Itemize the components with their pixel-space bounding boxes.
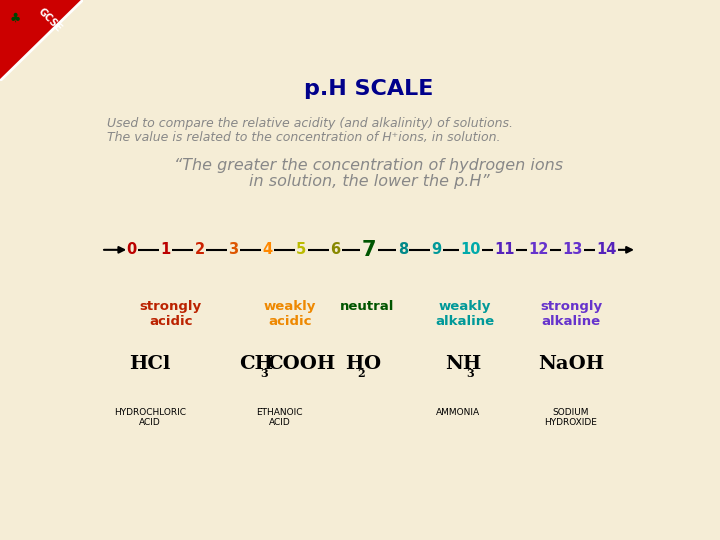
Text: Used to compare the relative acidity (and alkalinity) of solutions.: Used to compare the relative acidity (an… [107,117,513,130]
Text: 6: 6 [330,242,340,258]
Text: 8: 8 [397,242,408,258]
Text: HCl: HCl [130,355,171,373]
Text: 13: 13 [562,242,582,258]
Text: 3: 3 [261,368,269,379]
Text: HYDROCHLORIC
ACID: HYDROCHLORIC ACID [114,408,186,427]
Text: 3: 3 [467,368,474,379]
Text: 4: 4 [262,242,272,258]
Text: 0: 0 [127,242,137,258]
Text: neutral: neutral [340,300,395,313]
Text: strongly
alkaline: strongly alkaline [540,300,602,328]
Text: ETHANOIC
ACID: ETHANOIC ACID [256,408,303,427]
Text: 12: 12 [528,242,549,258]
Text: 5: 5 [296,242,307,258]
Text: p.H SCALE: p.H SCALE [305,79,433,99]
Text: weakly
acidic: weakly acidic [264,300,316,328]
Text: 11: 11 [494,242,515,258]
Text: 2: 2 [194,242,204,258]
Text: 7: 7 [361,240,377,260]
Text: NH: NH [446,355,482,373]
Text: COOH: COOH [267,355,335,373]
Polygon shape [0,0,83,81]
Text: 2: 2 [357,368,365,379]
Text: NaOH: NaOH [538,355,604,373]
Text: weakly
alkaline: weakly alkaline [436,300,495,328]
Text: “The greater the concentration of hydrogen ions: “The greater the concentration of hydrog… [174,158,564,173]
Text: O: O [363,355,380,373]
Text: 3: 3 [228,242,238,258]
Text: SODIUM
HYDROXIDE: SODIUM HYDROXIDE [544,408,598,427]
Text: 14: 14 [596,242,616,258]
Text: H: H [346,355,364,373]
Text: GCSE: GCSE [36,6,63,34]
Text: AMMONIA: AMMONIA [436,408,480,417]
Text: in solution, the lower the p.H”: in solution, the lower the p.H” [248,174,490,189]
Text: CH: CH [240,355,274,373]
Text: 10: 10 [460,242,481,258]
Text: strongly
acidic: strongly acidic [140,300,202,328]
Text: The value is related to the concentration of H⁺ions, in solution.: The value is related to the concentratio… [107,131,500,144]
Text: 1: 1 [161,242,171,258]
Text: ♣: ♣ [9,11,21,24]
Text: 9: 9 [432,242,442,258]
